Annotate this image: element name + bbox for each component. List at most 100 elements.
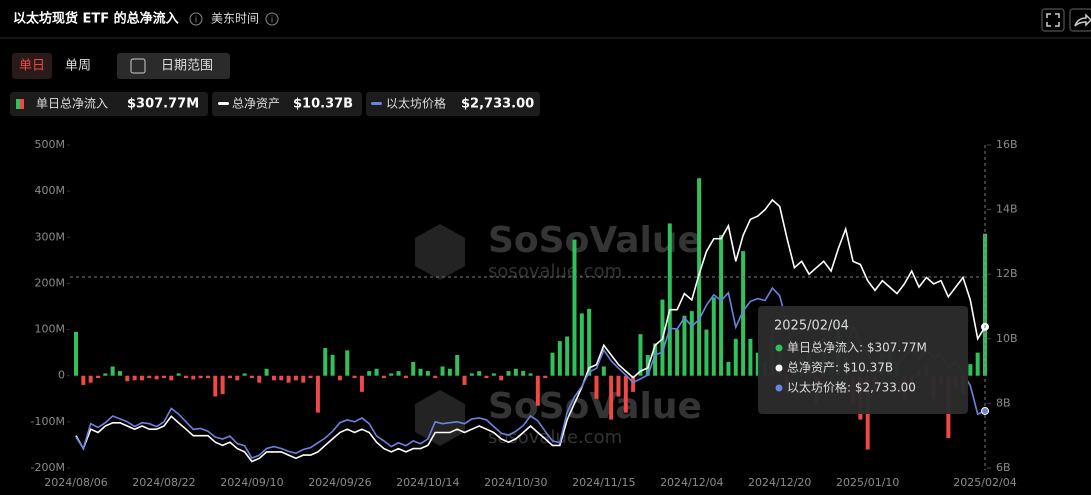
bar	[433, 375, 438, 379]
bar	[572, 239, 577, 376]
y-tick-label: 200M	[35, 276, 66, 289]
bar	[95, 375, 100, 379]
range-button-label[interactable]: 日期范围	[161, 59, 213, 74]
bar	[345, 350, 350, 376]
bar	[308, 375, 313, 379]
bar	[535, 375, 540, 406]
watermark-brand: SoSoValue	[488, 220, 702, 261]
bar	[235, 375, 240, 381]
bar	[81, 375, 86, 385]
bar	[381, 375, 386, 379]
bar	[411, 361, 416, 376]
tab-daily[interactable]: 单日	[19, 59, 45, 74]
legend-box[interactable]	[212, 92, 362, 116]
legend: 单日总净流入 $307.77M 总净资产 $10.37B 以太坊价格 $2,733.00	[16, 96, 534, 112]
legend-box[interactable]	[10, 92, 208, 116]
tooltip-dot	[775, 364, 783, 372]
bar	[447, 368, 452, 376]
bar	[257, 375, 262, 383]
bar	[689, 311, 694, 376]
bar	[579, 313, 584, 376]
bar	[323, 348, 328, 376]
x-tick-label: 2024/10/14	[396, 476, 459, 489]
bar	[983, 233, 987, 376]
range-button[interactable]	[117, 53, 230, 79]
bar	[139, 375, 144, 381]
calendar-icon	[130, 58, 146, 74]
info-icon-glyph: i	[195, 16, 198, 26]
bar	[271, 375, 276, 381]
bar	[110, 366, 115, 376]
bar	[227, 375, 232, 379]
bar	[396, 371, 401, 376]
bar	[403, 375, 408, 379]
info-icon[interactable]	[265, 12, 279, 26]
x-tick-label: 2024/09/10	[220, 476, 283, 489]
bar	[88, 375, 93, 383]
y-tick-label: 300M	[35, 230, 66, 243]
tab-weekly[interactable]: 单周	[65, 59, 91, 74]
info-icon-glyph: i	[271, 16, 274, 26]
legend-label: 单日总净流入	[36, 97, 108, 111]
bar	[704, 329, 709, 376]
bar	[74, 331, 78, 376]
bar	[367, 371, 372, 376]
bar	[675, 329, 680, 376]
bar	[440, 366, 445, 376]
bar	[264, 368, 269, 376]
bar	[125, 375, 130, 382]
bar	[154, 375, 159, 380]
bar	[594, 375, 599, 399]
bar	[587, 308, 592, 376]
legend-swatch	[20, 99, 24, 109]
bar	[147, 375, 152, 379]
bar	[374, 368, 379, 376]
bar	[352, 375, 357, 379]
bar	[513, 368, 518, 376]
bar	[161, 375, 166, 379]
bar	[389, 373, 394, 376]
bar	[653, 343, 658, 376]
watermark-logo	[415, 224, 465, 280]
fullscreen-icon[interactable]	[1041, 8, 1065, 32]
bar	[726, 361, 731, 376]
tooltip-box	[758, 306, 968, 414]
chart-title: 以太坊现货 ETF 的总净流入	[13, 11, 179, 27]
x-tick-label: 2024/08/22	[132, 476, 195, 489]
bar	[975, 352, 980, 376]
y2-tick-label: 16B	[996, 138, 1018, 151]
legend-box[interactable]	[366, 92, 540, 116]
bar	[719, 234, 724, 376]
bar	[205, 375, 210, 379]
share-icon[interactable]	[1069, 8, 1091, 32]
bar	[418, 368, 423, 376]
bar	[469, 373, 474, 376]
y-tick-label: -100M	[31, 415, 65, 428]
x-tick-label: 2024/12/04	[660, 476, 723, 489]
bar	[279, 375, 284, 381]
bar	[242, 373, 247, 376]
bar	[491, 373, 496, 376]
bar	[315, 375, 320, 413]
timezone: 美东时间	[211, 12, 259, 26]
bar	[755, 352, 760, 376]
y-tick-label: 0	[58, 369, 65, 382]
legend-value: $2,733.00	[461, 97, 534, 112]
tooltip-row: 单日总净流入: $307.77M	[787, 341, 927, 355]
bar	[191, 375, 196, 380]
y-tick-label: -200M	[31, 461, 65, 474]
bar	[176, 373, 181, 376]
tooltip-row: 以太坊价格: $2,733.00	[787, 380, 916, 395]
bar	[484, 375, 489, 379]
bar	[623, 375, 628, 413]
legend-label: 总净资产	[232, 97, 280, 111]
tab-active[interactable]	[12, 53, 52, 79]
bar	[455, 354, 460, 376]
info-icon[interactable]	[189, 12, 203, 26]
tooltip-dot	[775, 344, 783, 352]
x-tick-label: 2025/02/04	[953, 476, 1016, 489]
tooltip: 2025/02/04 单日总净流入: $307.77M 总净资产: $10.37B 以…	[758, 306, 968, 414]
bar	[528, 373, 533, 376]
tooltip-row: 总净资产: $10.37B	[787, 361, 893, 375]
